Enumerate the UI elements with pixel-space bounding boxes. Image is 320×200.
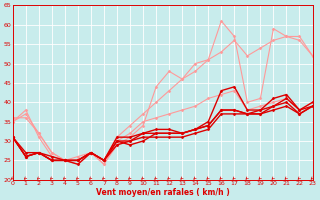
- X-axis label: Vent moyen/en rafales ( km/h ): Vent moyen/en rafales ( km/h ): [96, 188, 229, 197]
